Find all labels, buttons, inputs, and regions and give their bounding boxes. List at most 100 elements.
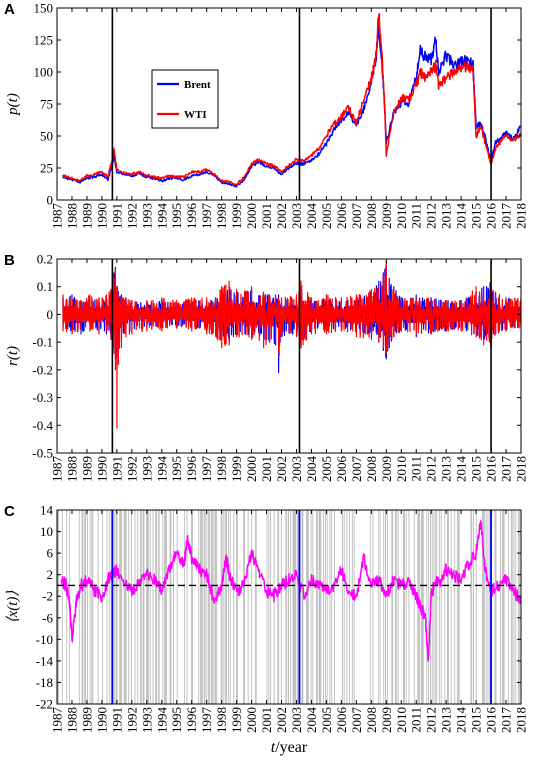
x-tick-label: 2007 — [349, 456, 364, 483]
x-tick-label: 2004 — [304, 203, 319, 230]
y-tick-label: -0.2 — [32, 362, 53, 377]
x-tick-label: 1987 — [50, 707, 65, 734]
y-tick-label: -0.5 — [32, 446, 53, 461]
axes-frame — [56, 509, 522, 705]
x-tick-label: 1994 — [154, 203, 169, 230]
panel-letter: C — [4, 503, 15, 520]
y-tick-label: 0 — [47, 193, 54, 208]
x-tick-label: 2007 — [349, 707, 364, 734]
x-tick-label: 2006 — [334, 203, 349, 230]
x-tick-label: 2013 — [439, 456, 454, 482]
x-tick-label: 1987 — [50, 203, 65, 230]
x-tick-label: 2018 — [514, 707, 529, 733]
x-tick-label: 2009 — [379, 203, 394, 229]
x-tick-label: 2011 — [409, 456, 424, 482]
y-tick-label: 14 — [40, 503, 54, 518]
x-tick-label: 2017 — [499, 455, 514, 482]
x-tick-label: 2003 — [289, 456, 304, 482]
x-tick-label: 2003 — [289, 707, 304, 733]
x-tick-label: 2003 — [289, 203, 304, 229]
x-tick-label: 2005 — [319, 456, 334, 482]
x-tick-label: 2010 — [394, 456, 409, 482]
plot-area — [62, 8, 521, 200]
x-tick-label: 2001 — [259, 456, 274, 482]
x-tick-label: 1987 — [50, 456, 65, 483]
x-tick-label: 1989 — [79, 203, 94, 229]
x-tick-label: 2012 — [424, 203, 439, 229]
panel-letter: B — [4, 252, 15, 269]
x-tick-label: 2014 — [454, 456, 469, 483]
x-tick-label: 2018 — [514, 456, 529, 482]
x-tick-label: 2002 — [274, 456, 289, 482]
plot-area — [57, 510, 521, 704]
series-line-mean — [60, 520, 521, 662]
y-tick-label: 10 — [40, 524, 53, 539]
y-tick-label: 25 — [40, 161, 53, 176]
x-tick-label: 2002 — [274, 203, 289, 229]
x-tick-label: 2014 — [454, 707, 469, 734]
x-tick-label: 1993 — [139, 456, 154, 482]
y-tick-label: 75 — [40, 97, 53, 112]
legend-label-brent: Brent — [184, 79, 211, 91]
x-tick-label: 1999 — [229, 203, 244, 229]
y-axis-label: ⟨x(t)⟩ — [5, 591, 21, 624]
x-tick-label: 2016 — [484, 203, 499, 230]
y-tick-label: 0.1 — [37, 279, 53, 294]
x-tick-label: 2013 — [439, 203, 454, 229]
x-tick-label: 2012 — [424, 707, 439, 733]
panel-A: 0 25 50 75 100 125 150 1987 1988 1989 1990 1991 1992… — [4, 1, 529, 230]
series-line-wti — [62, 13, 521, 186]
x-tick-label: 1995 — [169, 456, 184, 482]
x-axis-label: t/year — [271, 739, 308, 756]
y-tick-label: 100 — [34, 65, 54, 80]
legend-label-wti: WTI — [184, 109, 207, 121]
x-tick-label: 2011 — [409, 707, 424, 733]
x-tick-label: 1997 — [199, 707, 214, 734]
plot-area — [62, 259, 521, 453]
x-tick-label: 1995 — [169, 203, 184, 229]
x-tick-label: 2000 — [244, 707, 259, 733]
axes-frame — [56, 7, 522, 201]
x-tick-label: 1993 — [139, 203, 154, 229]
y-tick-label: -2 — [42, 589, 53, 604]
x-tick-label: 2001 — [259, 707, 274, 733]
x-tick-label: 2012 — [424, 456, 439, 482]
x-tick-label: 2006 — [334, 456, 349, 483]
x-tick-label: 2015 — [469, 203, 484, 229]
x-tick-label: 2017 — [499, 202, 514, 229]
y-tick-label: 125 — [34, 33, 54, 48]
x-tick-label: 2013 — [439, 707, 454, 733]
panel-letter: A — [4, 1, 15, 18]
x-tick-label: 1990 — [94, 203, 109, 229]
y-tick-label: -0.3 — [32, 390, 53, 405]
x-tick-label: 1988 — [64, 707, 79, 733]
y-tick-label: -6 — [42, 610, 53, 625]
x-tick-label: 1996 — [184, 203, 199, 230]
x-tick-label: 1991 — [109, 203, 124, 229]
x-tick-label: 1999 — [229, 456, 244, 482]
x-tick-label: 1995 — [169, 707, 184, 733]
x-tick-label: 1992 — [124, 707, 139, 733]
x-tick-label: 1998 — [214, 707, 229, 733]
y-tick-label: 50 — [40, 129, 53, 144]
x-tick-label: 2015 — [469, 456, 484, 482]
x-tick-label: 1988 — [64, 456, 79, 482]
x-tick-label: 2007 — [349, 203, 364, 230]
x-axis-label-unit: /year — [275, 739, 308, 756]
x-tick-label: 1992 — [124, 203, 139, 229]
x-tick-label: 1989 — [79, 456, 94, 482]
x-tick-label: 1997 — [199, 203, 214, 230]
y-axis-label: p(t) — [5, 93, 21, 116]
y-tick-label: 6 — [47, 546, 54, 561]
x-tick-label: 1998 — [214, 456, 229, 482]
x-tick-label: 2005 — [319, 203, 334, 229]
x-tick-label: 2004 — [304, 456, 319, 483]
x-tick-label: 2001 — [259, 203, 274, 229]
x-tick-label: 1997 — [199, 456, 214, 483]
x-tick-label: 1993 — [139, 707, 154, 733]
y-tick-label: -0.4 — [32, 418, 53, 433]
x-tick-label: 2016 — [484, 456, 499, 483]
